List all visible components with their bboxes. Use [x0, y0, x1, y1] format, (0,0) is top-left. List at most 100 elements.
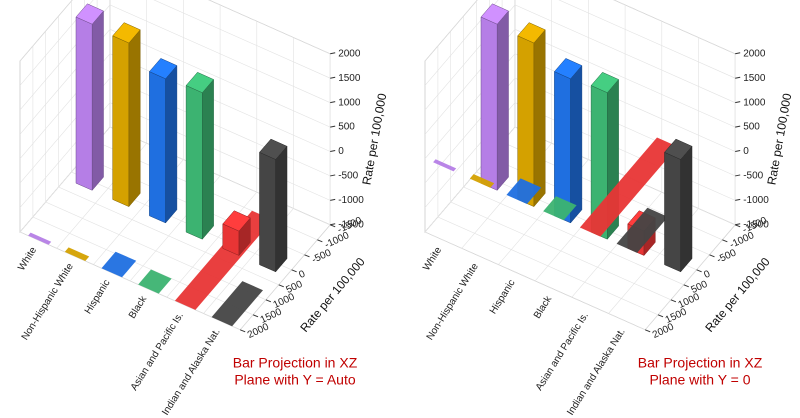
y-tick: [696, 269, 702, 273]
x-tick-label: Non-Hispanic White: [425, 261, 481, 342]
x-tick-label: White: [16, 245, 39, 273]
y-tick: [252, 314, 259, 318]
z-tick-label: 500: [338, 122, 355, 133]
grid-line: [19, 0, 331, 86]
y-tick: [278, 284, 284, 288]
bar-face: [533, 29, 546, 208]
bar: [664, 138, 693, 273]
bar-face: [570, 64, 583, 224]
grid-line: [19, 102, 331, 208]
bar: [259, 138, 288, 273]
z-tick: [735, 198, 741, 201]
z-tick: [330, 223, 336, 226]
bar: [480, 3, 509, 191]
x-tick-label: Black: [127, 293, 150, 320]
z-tick-label: 0: [743, 146, 749, 157]
grid-line: [424, 28, 736, 135]
z-tick-label: -1000: [338, 195, 364, 206]
z-tick: [330, 150, 336, 153]
y-tick: [317, 239, 323, 243]
bar-projection: [28, 232, 52, 245]
bar-face: [496, 10, 509, 191]
y-tick-label: 0: [297, 268, 307, 281]
y-tick-label: 2000: [651, 321, 676, 341]
bar-face: [112, 22, 141, 44]
bar: [222, 210, 251, 257]
z-axis-label: Rate per 100,000: [359, 92, 389, 186]
z-tick: [330, 125, 336, 128]
bar-projection: [469, 174, 495, 188]
bar-face: [202, 78, 214, 240]
grid-line: [424, 126, 736, 233]
annotation: Plane with Y = Auto: [234, 372, 356, 388]
bar-face: [149, 71, 166, 224]
z-tick-label: 1500: [338, 73, 361, 84]
grid-line: [19, 126, 331, 233]
bar-projection: [64, 247, 90, 261]
y-tick-label: -500: [715, 247, 738, 266]
bar-projection: [101, 251, 137, 278]
z-tick: [735, 101, 741, 104]
z-tick-label: 1500: [743, 73, 766, 84]
z-tick-label: -1000: [743, 195, 769, 206]
x-tick-label: Hispanic: [83, 278, 113, 316]
y-tick-label: 0: [702, 268, 712, 281]
bar-face: [185, 71, 215, 94]
bar-face: [91, 10, 104, 191]
bar-face: [259, 151, 276, 273]
z-tick-label: -1500: [338, 219, 364, 230]
y-tick: [645, 329, 651, 333]
y-tick: [670, 299, 677, 303]
bar-projection: [138, 269, 172, 294]
bar-projection: [211, 281, 263, 327]
bar-face: [664, 151, 681, 273]
z-tick: [330, 101, 336, 104]
y-axis-label: Rate per 100,000: [297, 255, 368, 335]
y-tick: [240, 329, 246, 333]
z-tick-label: -500: [338, 171, 358, 182]
grid-line: [424, 102, 736, 208]
z-tick-label: -500: [743, 171, 763, 182]
bar-projection: [579, 137, 678, 237]
grid-line: [19, 0, 331, 62]
bar-projection: [433, 159, 457, 172]
grid-line: [19, 77, 331, 184]
grid-line: [424, 0, 736, 62]
bar-projection: [616, 207, 668, 253]
bar-face: [590, 71, 620, 94]
z-tick: [735, 52, 741, 55]
bar-face: [664, 138, 693, 160]
bar: [185, 71, 215, 240]
bar-face: [275, 145, 288, 273]
y-axis-label: Rate per 100,000: [702, 255, 773, 335]
x-tick-label: Asian and Pacific Is.: [534, 311, 591, 393]
grid-line: [424, 4, 736, 111]
annotation: Bar Projection in XZ: [638, 355, 763, 371]
grid-line: [424, 0, 736, 86]
z-tick-label: 0: [338, 146, 344, 157]
annotation: Bar Projection in XZ: [233, 355, 358, 371]
y-tick: [304, 254, 310, 258]
z-tick-label: 1000: [338, 97, 361, 108]
bar: [553, 58, 583, 224]
bar: [517, 22, 546, 208]
annotation: Plane with Y = 0: [649, 372, 750, 388]
z-tick-label: -1500: [743, 219, 769, 230]
z-tick: [330, 52, 336, 55]
z-tick: [735, 174, 741, 177]
bar-face: [128, 29, 141, 208]
z-tick-label: 1000: [743, 97, 766, 108]
grid-line: [19, 28, 331, 135]
x-tick-label: White: [421, 245, 444, 273]
x-tick-label: Black: [532, 293, 555, 320]
z-tick: [330, 198, 336, 201]
bar-face: [185, 85, 203, 240]
bar-face: [680, 145, 693, 273]
grid-line: [19, 4, 331, 111]
grid-line: [424, 53, 736, 159]
bar-face: [148, 58, 178, 80]
grid-line: [19, 53, 331, 159]
